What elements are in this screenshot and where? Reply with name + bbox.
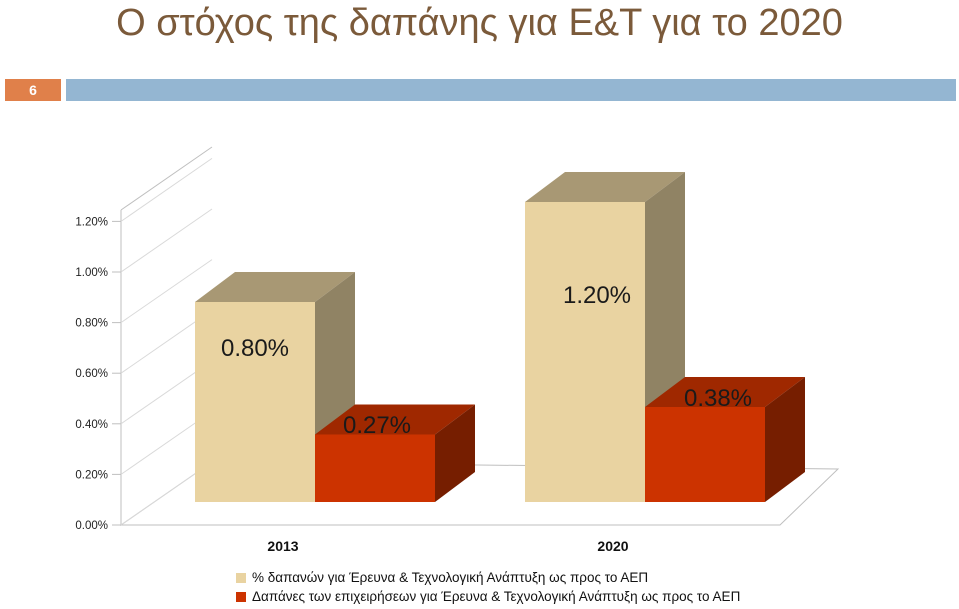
bar-side bbox=[765, 377, 805, 502]
bar-front bbox=[525, 202, 645, 502]
y-gridline bbox=[120, 259, 213, 324]
data-label: 0.80% bbox=[221, 335, 289, 362]
bar-front bbox=[645, 407, 765, 502]
slide-title: Ο στόχος της δαπάνης για Ε&Τ για το 2020 bbox=[116, 2, 843, 44]
bar-top bbox=[525, 172, 685, 202]
x-category-label: 2020 bbox=[597, 538, 628, 554]
bar-front bbox=[315, 434, 435, 502]
bar-top bbox=[315, 404, 475, 435]
y-gridline bbox=[120, 208, 213, 273]
data-label: 1.20% bbox=[563, 282, 631, 309]
legend-swatch-series-1 bbox=[236, 572, 246, 583]
y-gridline bbox=[120, 157, 213, 222]
y-tick-label: 0.20% bbox=[75, 469, 108, 481]
bar-1-2013 bbox=[195, 272, 355, 502]
legend-label-series-1: % δαπανών για Έρευνα & Τεχνολογική Ανάπτ… bbox=[252, 570, 649, 585]
data-label: 0.38% bbox=[684, 385, 752, 412]
y-tick-label: 0.60% bbox=[75, 368, 108, 380]
legend-label-series-2: Δαπάνες των επιχειρήσεων για Έρευνα & Τε… bbox=[252, 589, 741, 604]
header-bar bbox=[66, 79, 956, 101]
bar-top bbox=[195, 272, 355, 302]
legend-item-series-2: Δαπάνες των επιχειρήσεων για Έρευνα & Τε… bbox=[236, 587, 740, 606]
data-label: 0.27% bbox=[343, 412, 411, 439]
bar-2-2020 bbox=[645, 377, 805, 502]
y-tick-label: 0.40% bbox=[75, 419, 108, 431]
y-tick-label: 0.80% bbox=[75, 318, 108, 330]
bar-top bbox=[645, 377, 805, 407]
bar-side bbox=[435, 404, 475, 502]
bar-1-2020 bbox=[525, 172, 685, 502]
y-tick-label: 1.20% bbox=[75, 216, 108, 228]
legend-item-series-1: % δαπανών για Έρευνα & Τεχνολογική Ανάπτ… bbox=[236, 568, 740, 587]
y-tick-label: 0.00% bbox=[75, 520, 108, 532]
y-tick-label: 1.00% bbox=[75, 267, 108, 279]
slide-number: 6 bbox=[5, 79, 61, 101]
legend-swatch-series-2 bbox=[236, 591, 246, 602]
bar-2-2013 bbox=[315, 404, 475, 502]
x-category-label: 2013 bbox=[267, 538, 298, 554]
bar-front bbox=[195, 302, 315, 502]
chart-legend: % δαπανών για Έρευνα & Τεχνολογική Ανάπτ… bbox=[236, 568, 740, 606]
